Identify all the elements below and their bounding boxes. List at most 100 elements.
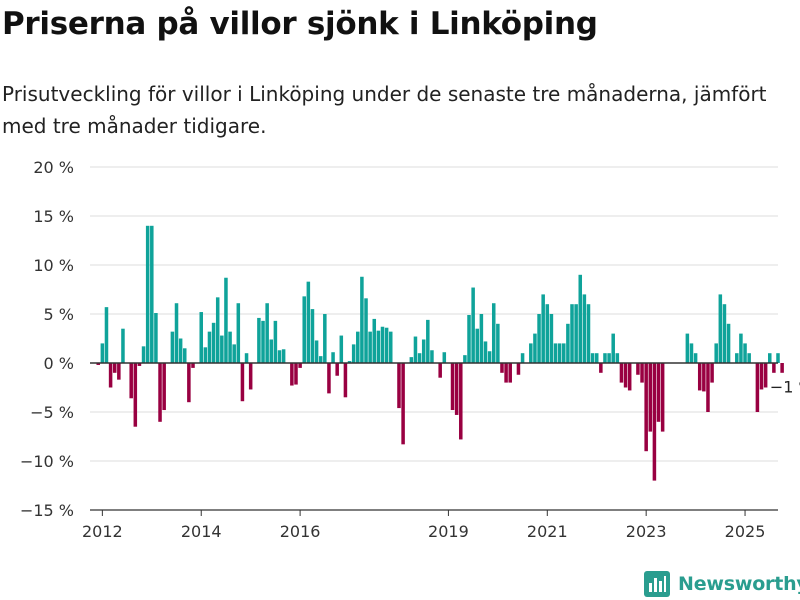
data-bar — [224, 277, 228, 363]
data-bar — [566, 323, 570, 363]
data-bar — [471, 287, 475, 363]
data-bar — [273, 320, 278, 363]
bar-chart-logo-icon — [644, 571, 670, 597]
data-bar — [557, 343, 562, 363]
data-bar — [454, 363, 459, 415]
data-bar — [739, 333, 743, 363]
data-bar — [710, 363, 714, 383]
data-bar — [96, 363, 100, 365]
data-bar — [187, 363, 191, 403]
data-bar — [537, 314, 541, 363]
data-bar — [117, 363, 121, 380]
x-tick-label: 2014 — [181, 522, 222, 541]
data-bar — [364, 298, 368, 363]
data-bar — [207, 331, 212, 363]
y-tick-label: −5 % — [30, 403, 74, 422]
data-bar — [586, 304, 591, 363]
data-bar — [627, 363, 632, 391]
data-bar — [553, 343, 558, 363]
data-bar — [388, 331, 393, 363]
data-bar — [619, 363, 624, 383]
data-bar — [520, 353, 525, 363]
data-bar — [735, 353, 739, 363]
data-bar — [702, 363, 706, 392]
data-bar — [652, 363, 657, 481]
data-bar — [714, 343, 718, 363]
data-bar — [199, 312, 203, 363]
y-tick-label: 10 % — [33, 256, 74, 275]
data-bar — [743, 343, 747, 363]
data-bar — [244, 353, 249, 363]
data-bar — [467, 314, 471, 363]
data-bar — [685, 333, 690, 363]
data-bar — [211, 322, 216, 363]
data-bar — [660, 363, 665, 432]
data-bar — [623, 363, 628, 388]
data-bar — [479, 314, 484, 363]
data-bar — [504, 363, 508, 383]
data-bar — [648, 363, 653, 432]
data-bar — [768, 353, 772, 363]
data-bar — [240, 363, 245, 402]
y-tick-label: 15 % — [33, 207, 74, 226]
data-bar — [290, 363, 294, 386]
x-tick-label: 2012 — [82, 522, 123, 541]
data-bar — [248, 363, 253, 390]
chart-title: Priserna på villor sjönk i Linköping — [2, 6, 598, 42]
data-bar — [158, 363, 162, 422]
data-bar — [516, 363, 521, 375]
data-bar — [421, 339, 426, 363]
x-tick-label: 2025 — [725, 522, 766, 541]
data-bar — [162, 363, 166, 411]
data-bar — [718, 294, 723, 363]
x-tick-label: 2019 — [428, 522, 469, 541]
data-bar — [112, 363, 117, 373]
data-bar — [145, 225, 150, 363]
data-bar — [220, 335, 224, 363]
chart-subtitle: Prisutveckling för villor i Linköping un… — [2, 82, 767, 138]
data-bar — [401, 363, 405, 445]
data-bar — [545, 304, 550, 363]
data-bar — [215, 297, 220, 363]
newsworthy-logo: Newsworthy — [644, 570, 800, 598]
data-bar — [747, 353, 751, 363]
data-bar — [496, 323, 500, 363]
data-bar — [574, 304, 578, 363]
data-bar — [438, 363, 442, 378]
data-bar — [228, 331, 232, 363]
x-tick-label: 2016 — [280, 522, 321, 541]
data-bar — [706, 363, 710, 412]
y-tick-label: −10 % — [20, 452, 74, 471]
data-bar — [640, 363, 644, 383]
data-bar — [529, 343, 533, 363]
data-bar — [376, 330, 381, 363]
data-bar — [302, 296, 306, 363]
data-bar — [257, 317, 261, 363]
data-bar — [351, 344, 356, 363]
data-bar — [413, 336, 418, 363]
data-bar — [541, 294, 545, 363]
data-bar — [780, 363, 784, 373]
data-bar — [294, 363, 298, 385]
data-bar — [277, 350, 282, 363]
data-bar — [331, 352, 335, 363]
data-bar — [121, 328, 125, 363]
data-bar — [368, 331, 372, 363]
data-bar — [636, 363, 640, 375]
data-bar — [533, 333, 537, 363]
data-bar — [108, 363, 113, 388]
data-bar — [323, 314, 327, 363]
data-bar — [174, 303, 179, 363]
data-bar — [772, 363, 776, 373]
data-bar — [360, 276, 364, 363]
data-bar — [133, 363, 138, 427]
data-bar — [339, 335, 344, 363]
data-bar — [236, 303, 241, 363]
data-bar — [450, 363, 455, 411]
data-bar — [763, 363, 768, 388]
data-bar — [689, 343, 694, 363]
data-bar — [607, 353, 611, 363]
data-bar — [129, 363, 133, 399]
y-tick-label: −15 % — [20, 501, 74, 520]
y-tick-label: 0 % — [44, 354, 74, 373]
